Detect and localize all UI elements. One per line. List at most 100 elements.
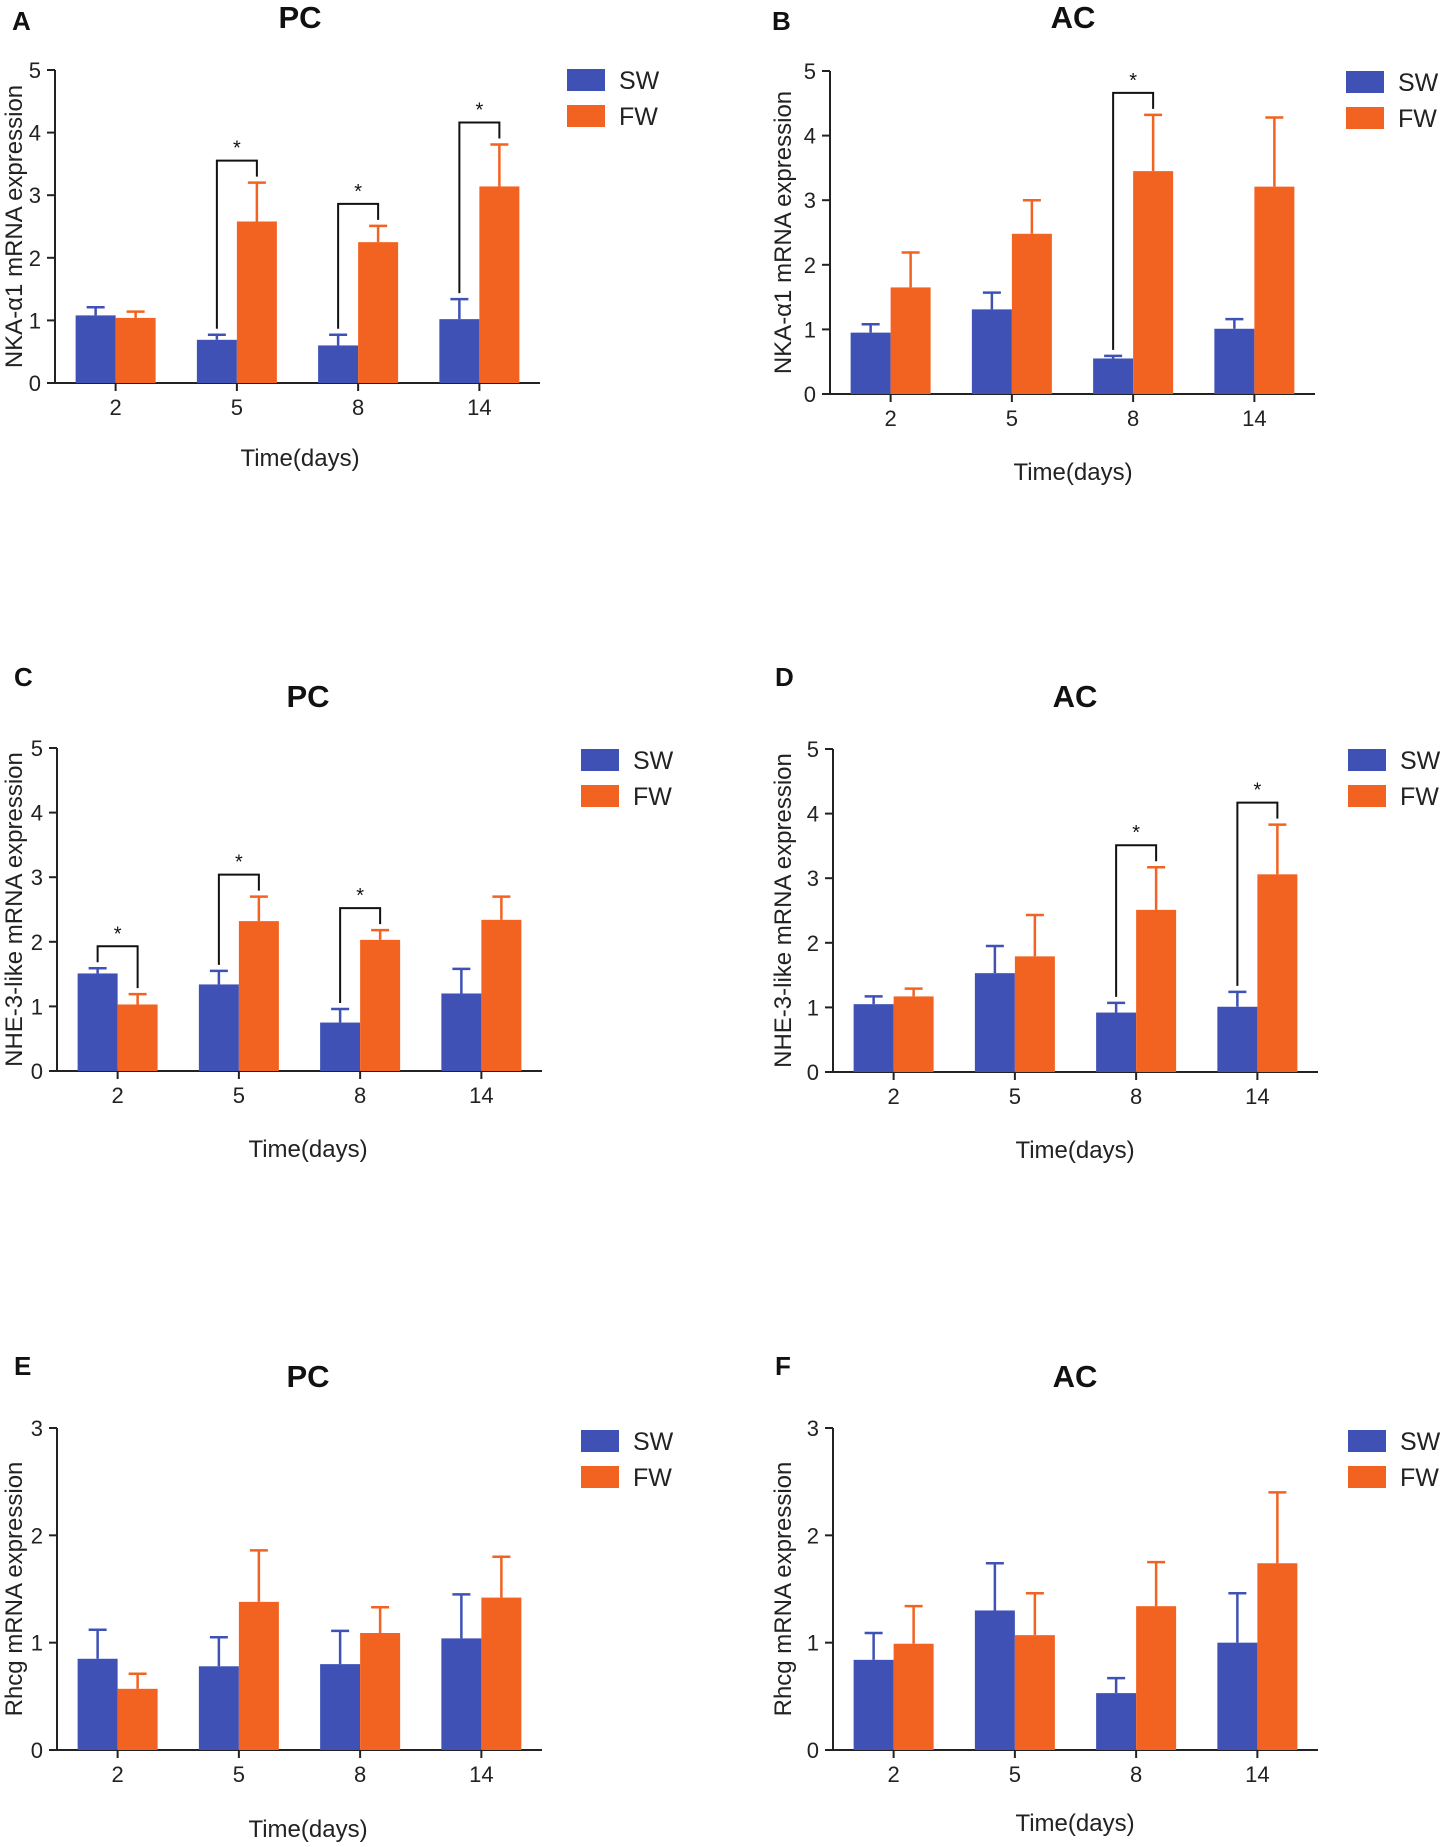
y-axis-label: NHE-3-like mRNA expression [1,752,28,1067]
x-tick-label: 14 [469,1762,493,1787]
x-tick-label: 2 [112,1762,124,1787]
y-tick-label: 3 [807,866,819,891]
bar-fw-day-2 [117,1688,158,1750]
significance-bracket [1112,91,1155,350]
x-axis-label: Time(days) [1015,1137,1134,1164]
legend-swatch-fw [1348,785,1386,807]
significance-star: * [235,852,243,874]
x-tick-label: 14 [1242,406,1266,431]
chart-panel-b: B AC 0 1 2 3 4 5 2 5 8 14 * Time(days) NKA-α1 mRNA exp… [770,0,1439,486]
x-tick-label: 14 [1245,1084,1269,1109]
significance-bracket [96,945,139,989]
bar-sw-day-8 [320,1022,361,1071]
y-axis-label: NHE-3-like mRNA expression [770,753,797,1068]
significance-bracket [458,121,501,294]
panel-letter: C [14,662,33,692]
panel-letter: B [772,6,791,36]
x-tick-label: 8 [354,1762,366,1787]
legend-swatch-fw [1346,107,1384,129]
bar-sw-day-5 [196,339,237,383]
x-tick-label: 2 [110,395,122,420]
bar-fw-day-2 [893,996,934,1072]
legend-swatch-sw [581,1430,619,1452]
legend-label-fw: FW [1398,105,1437,133]
bar-sw-day-2 [853,1659,894,1750]
chart-title: PC [286,1359,329,1394]
x-tick-label: 8 [354,1083,366,1108]
significance-bracket [217,873,260,965]
bar-fw-day-5 [1014,956,1055,1072]
bar-fw-day-2 [115,317,156,383]
y-tick-label: 4 [31,801,43,826]
bar-sw-day-2 [853,1004,894,1072]
legend-swatch-fw [581,785,619,807]
x-tick-label: 2 [888,1084,900,1109]
y-tick-label: 3 [804,188,816,213]
bar-fw-day-8 [1133,171,1174,394]
legend-swatch-sw [1348,749,1386,771]
bar-fw-day-14 [1257,874,1298,1072]
bar-fw-day-8 [360,939,401,1071]
legend-swatch-sw [567,69,605,91]
bar-sw-day-14 [439,319,480,383]
x-tick-label: 5 [231,395,243,420]
bar-sw-day-2 [75,315,116,383]
y-tick-label: 1 [31,994,43,1019]
bar-fw-day-5 [238,921,279,1071]
bar-fw-day-2 [117,1004,158,1071]
bar-sw-day-8 [1096,1012,1137,1072]
y-tick-label: 3 [29,183,41,208]
bar-fw-day-5 [1014,1635,1055,1750]
legend-label-fw: FW [1400,1464,1439,1492]
legend-swatch-sw [1346,71,1384,93]
significance-star: * [1253,780,1261,802]
significance-star: * [475,99,483,121]
y-tick-label: 3 [31,1416,43,1441]
y-tick-label: 2 [804,253,816,278]
y-axis-label: NKA-α1 mRNA expression [1,85,28,368]
y-tick-label: 4 [807,802,819,827]
legend-swatch-sw [581,749,619,771]
bar-sw-day-14 [441,1638,482,1750]
bar-fw-day-8 [1136,1606,1177,1750]
chart-panel-a: A PC 0 1 2 3 4 5 2 5 8 14 * * * Time(days) NKA-α1 mRNA e… [1,0,660,472]
legend-label-fw: FW [633,1464,672,1492]
bar-sw-day-14 [1217,1006,1258,1072]
legend-swatch-fw [581,1466,619,1488]
y-tick-label: 3 [807,1416,819,1441]
significance-bracket [1115,844,1158,997]
bar-sw-day-8 [318,345,359,383]
legend-label-sw: SW [633,1428,674,1456]
y-tick-label: 0 [31,1059,43,1084]
bar-sw-day-8 [320,1664,361,1750]
bar-sw-day-2 [77,1658,118,1750]
y-tick-label: 2 [31,930,43,955]
y-tick-label: 4 [29,121,41,146]
x-tick-label: 8 [1130,1084,1142,1109]
bar-fw-day-5 [236,221,277,383]
legend-swatch-fw [567,105,605,127]
x-tick-label: 8 [1127,406,1139,431]
bar-sw-day-14 [1214,328,1255,394]
legend-label-sw: SW [619,67,660,95]
significance-bracket [1236,801,1279,986]
y-tick-label: 2 [31,1523,43,1548]
chart-title: PC [286,679,329,714]
legend-label-sw: SW [1400,747,1441,775]
y-tick-label: 4 [804,124,816,149]
bar-fw-day-14 [481,1597,522,1750]
y-tick-label: 2 [807,1523,819,1548]
x-tick-label: 2 [885,406,897,431]
bar-sw-day-8 [1096,1693,1137,1750]
significance-star: * [233,138,241,160]
significance-star: * [114,923,122,945]
x-tick-label: 8 [352,395,364,420]
chart-panel-e: E PC 0 1 2 3 2 5 8 14 Time(days) Rhcg mRNA expressi… [1,1351,674,1843]
y-tick-label: 0 [804,382,816,407]
chart-title: AC [1051,0,1096,35]
bar-sw-day-5 [198,1666,239,1750]
y-tick-label: 1 [807,1631,819,1656]
x-axis-label: Time(days) [248,1136,367,1163]
legend-label-fw: FW [619,103,658,131]
y-tick-label: 5 [807,737,819,762]
